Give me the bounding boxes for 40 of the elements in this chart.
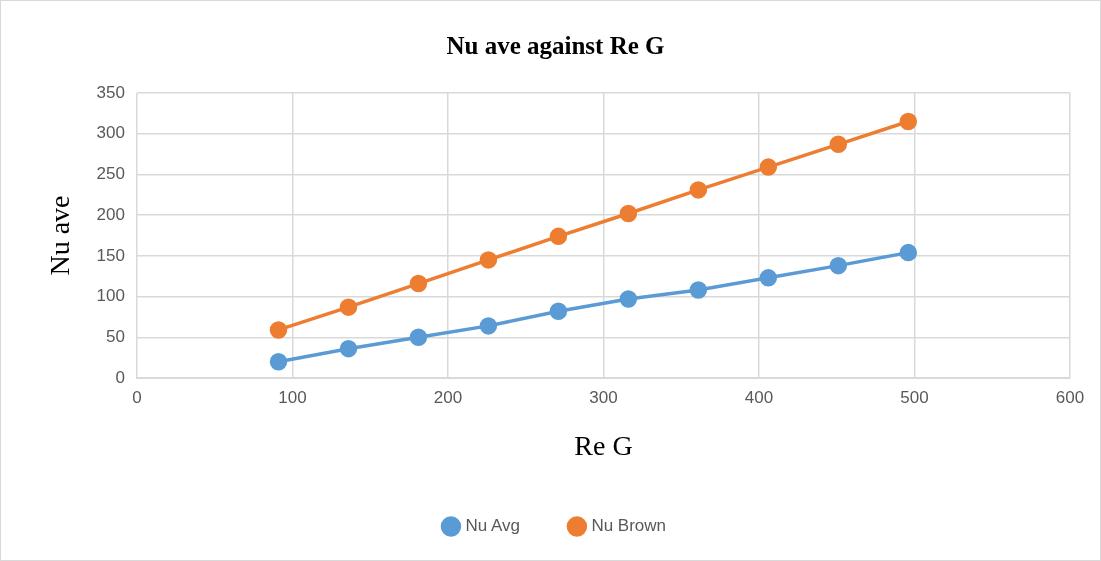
x-tick-label: 600 [1055,387,1085,407]
point [689,281,708,299]
y-tick-label: 50 [106,326,125,346]
point [899,112,918,131]
point [339,339,358,358]
point [759,269,778,287]
x-axis-title: Re G [574,429,633,461]
y-axis-title: Nu ave [44,195,76,276]
point [269,321,288,339]
point [409,328,428,347]
point [409,274,428,293]
point [619,290,638,308]
y-tick-label: 100 [96,286,125,306]
point [829,256,848,275]
y-tick-label: 300 [96,123,125,143]
legend-label: Nu Avg [465,516,520,536]
y-tick-label: 0 [115,367,125,387]
point [619,204,638,223]
x-tick-label: 200 [433,387,463,407]
point [829,135,848,154]
x-tick-label: 500 [900,387,929,407]
point [479,251,498,269]
x-tick-label: 0 [132,387,142,407]
chart-title: Nu ave against Re G [446,32,665,60]
x-tick-label: 300 [589,387,618,407]
point [689,181,708,199]
point [549,227,568,246]
point [339,298,358,316]
point [549,302,568,320]
point [899,243,918,262]
point [269,352,288,371]
y-tick-label: 150 [96,245,125,265]
point [759,158,778,176]
y-tick-label: 350 [96,82,125,102]
point [479,317,498,335]
legend-label: Nu Brown [591,516,667,536]
y-tick-label: 200 [96,204,125,224]
x-tick-label: 100 [278,387,307,407]
y-tick-label: 250 [96,164,125,184]
x-tick-label: 400 [744,387,774,407]
